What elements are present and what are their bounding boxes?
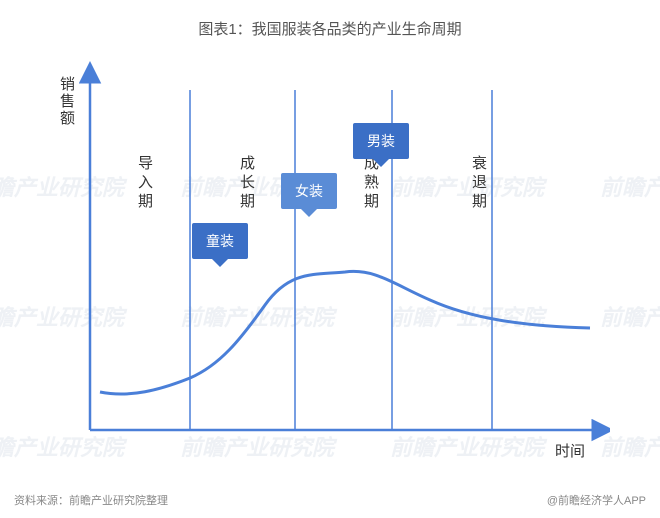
- credit-text: @前瞻经济学人APP: [547, 492, 646, 508]
- phase-label: 成长期: [236, 155, 257, 212]
- source-text: 资料来源：前瞻产业研究院整理: [14, 492, 168, 508]
- phase-label: 导入期: [134, 155, 155, 212]
- lifecycle-chart: [50, 60, 610, 460]
- y-axis-label: 销售额: [56, 76, 77, 127]
- phase-label: 衰退期: [468, 155, 489, 212]
- x-axis-label: 时间: [555, 440, 585, 461]
- chart-area: 销售额时间导入期成长期成熟期衰退期童装女装男装: [50, 60, 610, 460]
- category-badge: 男装: [353, 123, 409, 159]
- chart-title: 图表1：我国服装各品类的产业生命周期: [0, 0, 660, 39]
- category-badge: 女装: [281, 173, 337, 209]
- category-badge: 童装: [192, 223, 248, 259]
